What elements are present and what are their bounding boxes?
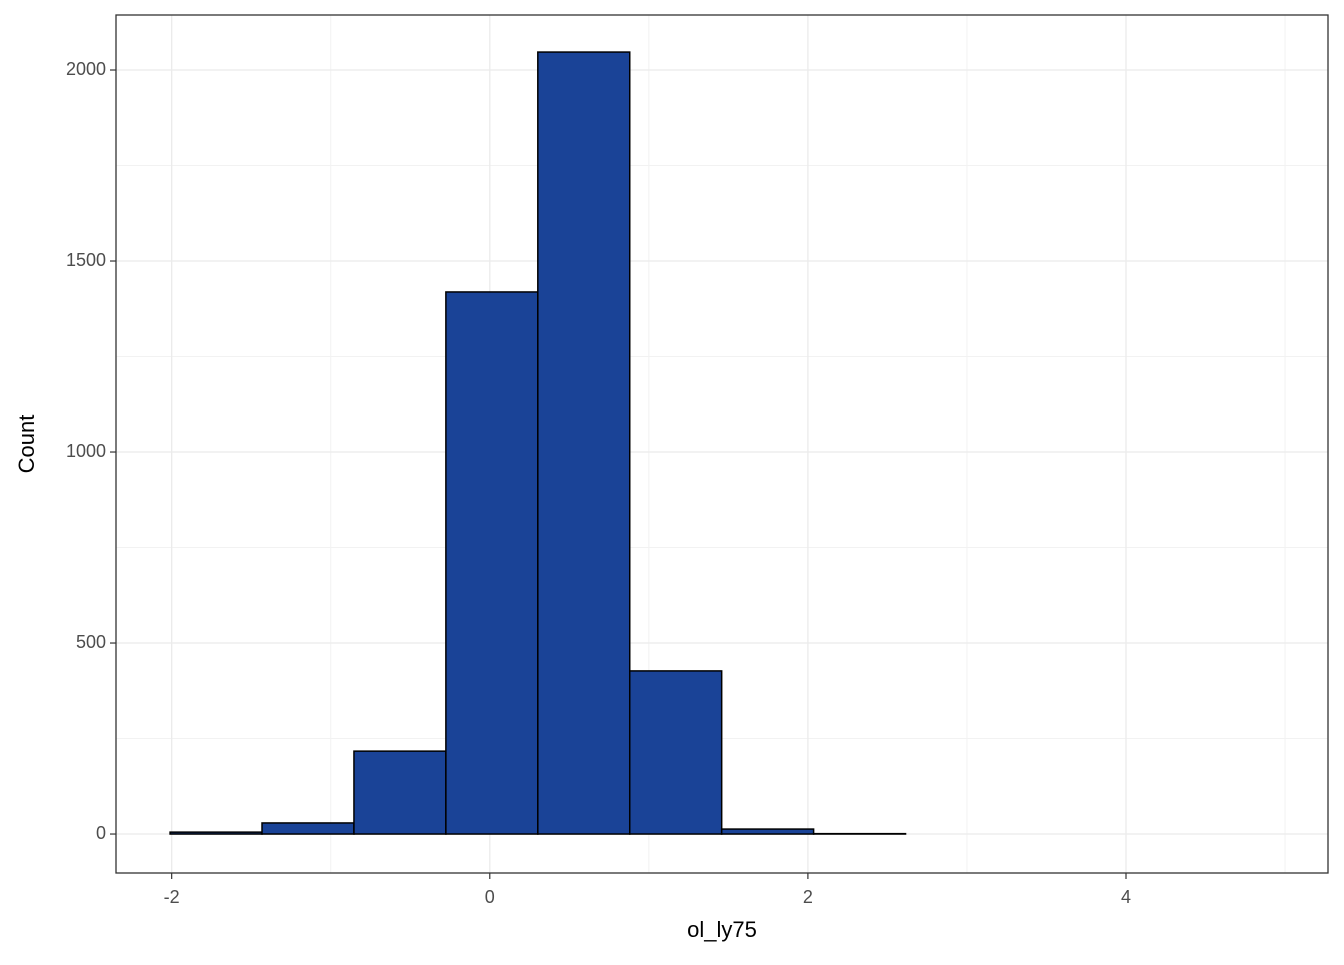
bar [170, 832, 262, 834]
y-axis-title: Count [14, 415, 39, 474]
x-tick-label: -2 [164, 887, 180, 907]
y-tick-label: 0 [96, 823, 106, 843]
y-tick-label: 1000 [66, 441, 106, 461]
x-tick-label: 4 [1121, 887, 1131, 907]
x-tick-label: 0 [485, 887, 495, 907]
bar [262, 823, 354, 834]
x-tick-label: 2 [803, 887, 813, 907]
bar [354, 751, 446, 834]
y-tick-label: 2000 [66, 59, 106, 79]
bar [630, 671, 722, 834]
bar [722, 829, 814, 834]
bar [446, 292, 538, 834]
bar [538, 52, 630, 834]
x-axis-title: ol_ly75 [687, 917, 757, 942]
y-tick-label: 500 [76, 632, 106, 652]
y-tick-label: 1500 [66, 250, 106, 270]
